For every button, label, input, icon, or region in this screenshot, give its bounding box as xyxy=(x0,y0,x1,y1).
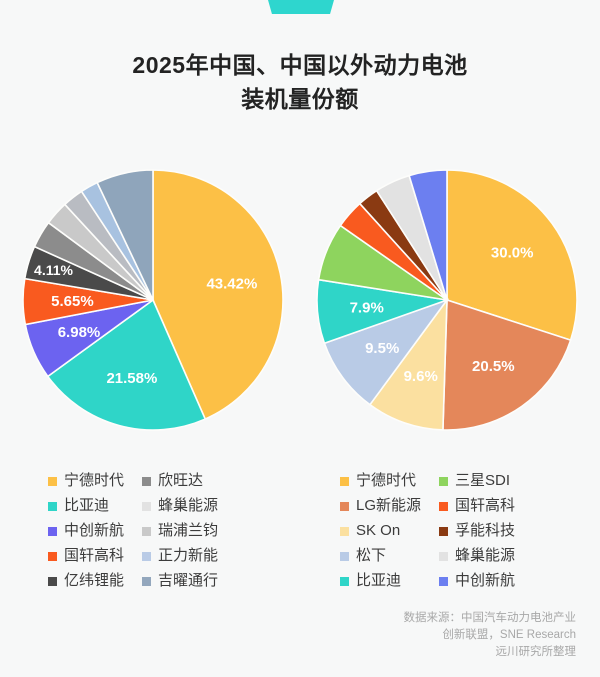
legend-label: LG新能源 xyxy=(356,497,422,514)
legend-item[interactable]: LG新能源 xyxy=(340,495,421,517)
legend-label: 吉曜通行 xyxy=(158,572,219,589)
legend-label: 松下 xyxy=(356,547,387,564)
page-title-line-1: 2025年中国、中国以外动力电池 xyxy=(132,52,468,78)
legend-swatch xyxy=(142,476,152,486)
legend-swatch xyxy=(340,526,349,536)
legend-item[interactable]: 蜂巢能源 xyxy=(142,495,218,517)
legend-item[interactable]: 三星SDI xyxy=(439,470,515,492)
legend-item[interactable]: 比亚迪 xyxy=(340,570,421,592)
pie-slice[interactable] xyxy=(446,169,578,342)
legend-swatch xyxy=(439,526,449,536)
legend-item[interactable]: 蜂巢能源 xyxy=(439,545,515,567)
legend-swatch xyxy=(439,576,449,586)
legend-swatch xyxy=(48,551,57,561)
pie-slice[interactable] xyxy=(368,297,448,431)
legend-item[interactable]: 正力新能 xyxy=(142,545,218,567)
legend-item[interactable]: 中创新航 xyxy=(439,570,515,592)
pie-slice-label: 30.0% xyxy=(491,245,534,262)
legend-label: 欣旺达 xyxy=(158,472,204,489)
legend-overseas: 宁德时代 三星SDI LG新能源 国轩高科 SK On 孚能科技松下 蜂巢能源比亚迪 中创新航 xyxy=(340,470,515,592)
pie-chart-overseas: 30.0% 20.5% 9.6% 9.5% 7.9% xyxy=(302,155,592,445)
page-title-line-2: 装机量份额 xyxy=(241,86,359,112)
legend-label: 正力新能 xyxy=(158,547,219,564)
legend-swatch xyxy=(142,526,152,536)
legend-label: 瑞浦兰钧 xyxy=(158,522,219,539)
legend-label: 比亚迪 xyxy=(64,497,110,514)
pie-slice[interactable] xyxy=(408,169,448,301)
legend-swatch xyxy=(340,576,349,586)
pie-slice-label: 43.42% xyxy=(206,276,257,293)
legend-swatch xyxy=(142,576,152,586)
legend-item[interactable]: 国轩高科 xyxy=(48,545,124,567)
source-line-3: 远川研究所整理 xyxy=(495,646,577,658)
pie-slice-label: 9.6% xyxy=(404,368,438,385)
pie-slice[interactable] xyxy=(442,298,572,431)
source-line-2: 创新联盟，SNE Research xyxy=(442,629,576,641)
pie-slices-china xyxy=(22,169,284,431)
pie-labels-overseas: 30.0% 20.5% 9.6% 9.5% 7.9% xyxy=(350,245,534,386)
legend-swatch xyxy=(439,501,449,511)
legend-swatch xyxy=(340,551,349,561)
legend-label: SK On xyxy=(356,522,401,539)
legend-label: 宁德时代 xyxy=(356,472,417,489)
legend-label: 宁德时代 xyxy=(64,472,125,489)
pie-chart-china: 43.42% 21.58% 6.98% 5.65% 4.11% xyxy=(8,155,298,445)
legend-item[interactable]: 宁德时代 xyxy=(48,470,124,492)
pie-slice-label: 20.5% xyxy=(472,358,515,375)
legend-label: 中创新航 xyxy=(455,572,516,589)
legend-label: 国轩高科 xyxy=(64,547,125,564)
legend-swatch xyxy=(340,476,349,486)
legend-label: 孚能科技 xyxy=(455,522,516,539)
legend-label: 蜂巢能源 xyxy=(455,547,516,564)
legend-swatch xyxy=(439,551,449,561)
pie-slice[interactable] xyxy=(46,298,207,431)
legend-swatch xyxy=(48,476,57,486)
charts-container: 43.42% 21.58% 6.98% 5.65% 4.11% 30.0% 20.5% 9.… xyxy=(0,155,600,445)
legend-label: 比亚迪 xyxy=(356,572,402,589)
top-decoration-tab xyxy=(268,0,334,14)
pie-slice-label: 6.98% xyxy=(58,324,101,341)
legend-label: 国轩高科 xyxy=(455,497,516,514)
legend-label: 蜂巢能源 xyxy=(158,497,219,514)
page-title: 2025年中国、中国以外动力电池 装机量份额 xyxy=(0,48,600,116)
pie-chart-overseas-svg: 30.0% 20.5% 9.6% 9.5% 7.9% xyxy=(316,169,578,431)
legend-label: 中创新航 xyxy=(64,522,125,539)
pie-slices-overseas xyxy=(316,169,578,431)
legend-item[interactable]: 孚能科技 xyxy=(439,520,515,542)
legend-china: 宁德时代 欣旺达比亚迪 蜂巢能源中创新航 瑞浦兰钧国轩高科 正力新能亿纬锂能 吉曜通行 xyxy=(48,470,218,592)
legend-item[interactable]: 宁德时代 xyxy=(340,470,421,492)
source-footer: 数据来源：中国汽车动力电池产业 创新联盟，SNE Research 远川研究所整… xyxy=(404,610,577,661)
legend-item[interactable]: 中创新航 xyxy=(48,520,124,542)
pie-labels-china: 43.42% 21.58% 6.98% 5.65% 4.11% xyxy=(34,262,257,387)
pie-slice-label: 21.58% xyxy=(106,370,157,387)
pie-slice-label: 9.5% xyxy=(365,340,399,357)
legend-item[interactable]: 松下 xyxy=(340,545,421,567)
legend-item[interactable]: 比亚迪 xyxy=(48,495,124,517)
legend-swatch xyxy=(48,501,57,511)
source-line-1: 数据来源：中国汽车动力电池产业 xyxy=(403,612,577,624)
pie-slice-label: 7.9% xyxy=(350,299,384,316)
legend-swatch xyxy=(48,526,57,536)
pie-chart-china-svg: 43.42% 21.58% 6.98% 5.65% 4.11% xyxy=(22,169,284,431)
pie-slice-label: 5.65% xyxy=(51,293,94,310)
legend-item[interactable]: 亿纬锂能 xyxy=(48,570,124,592)
legend-swatch xyxy=(48,576,57,586)
legend-label: 亿纬锂能 xyxy=(64,572,125,589)
pie-slice-label: 4.11% xyxy=(34,262,73,278)
legend-label: 三星SDI xyxy=(455,472,511,489)
legend-swatch xyxy=(439,476,449,486)
pie-slice[interactable] xyxy=(323,298,450,406)
legend-swatch xyxy=(142,501,152,511)
pie-slice[interactable] xyxy=(96,169,154,301)
legend-item[interactable]: 欣旺达 xyxy=(142,470,218,492)
legend-item[interactable]: 国轩高科 xyxy=(439,495,515,517)
legend-swatch xyxy=(340,501,349,511)
legend-swatch xyxy=(142,551,152,561)
legend-item[interactable]: 吉曜通行 xyxy=(142,570,218,592)
legend-item[interactable]: 瑞浦兰钧 xyxy=(142,520,218,542)
legend-item[interactable]: SK On xyxy=(340,520,421,542)
pie-slice[interactable] xyxy=(152,169,284,421)
